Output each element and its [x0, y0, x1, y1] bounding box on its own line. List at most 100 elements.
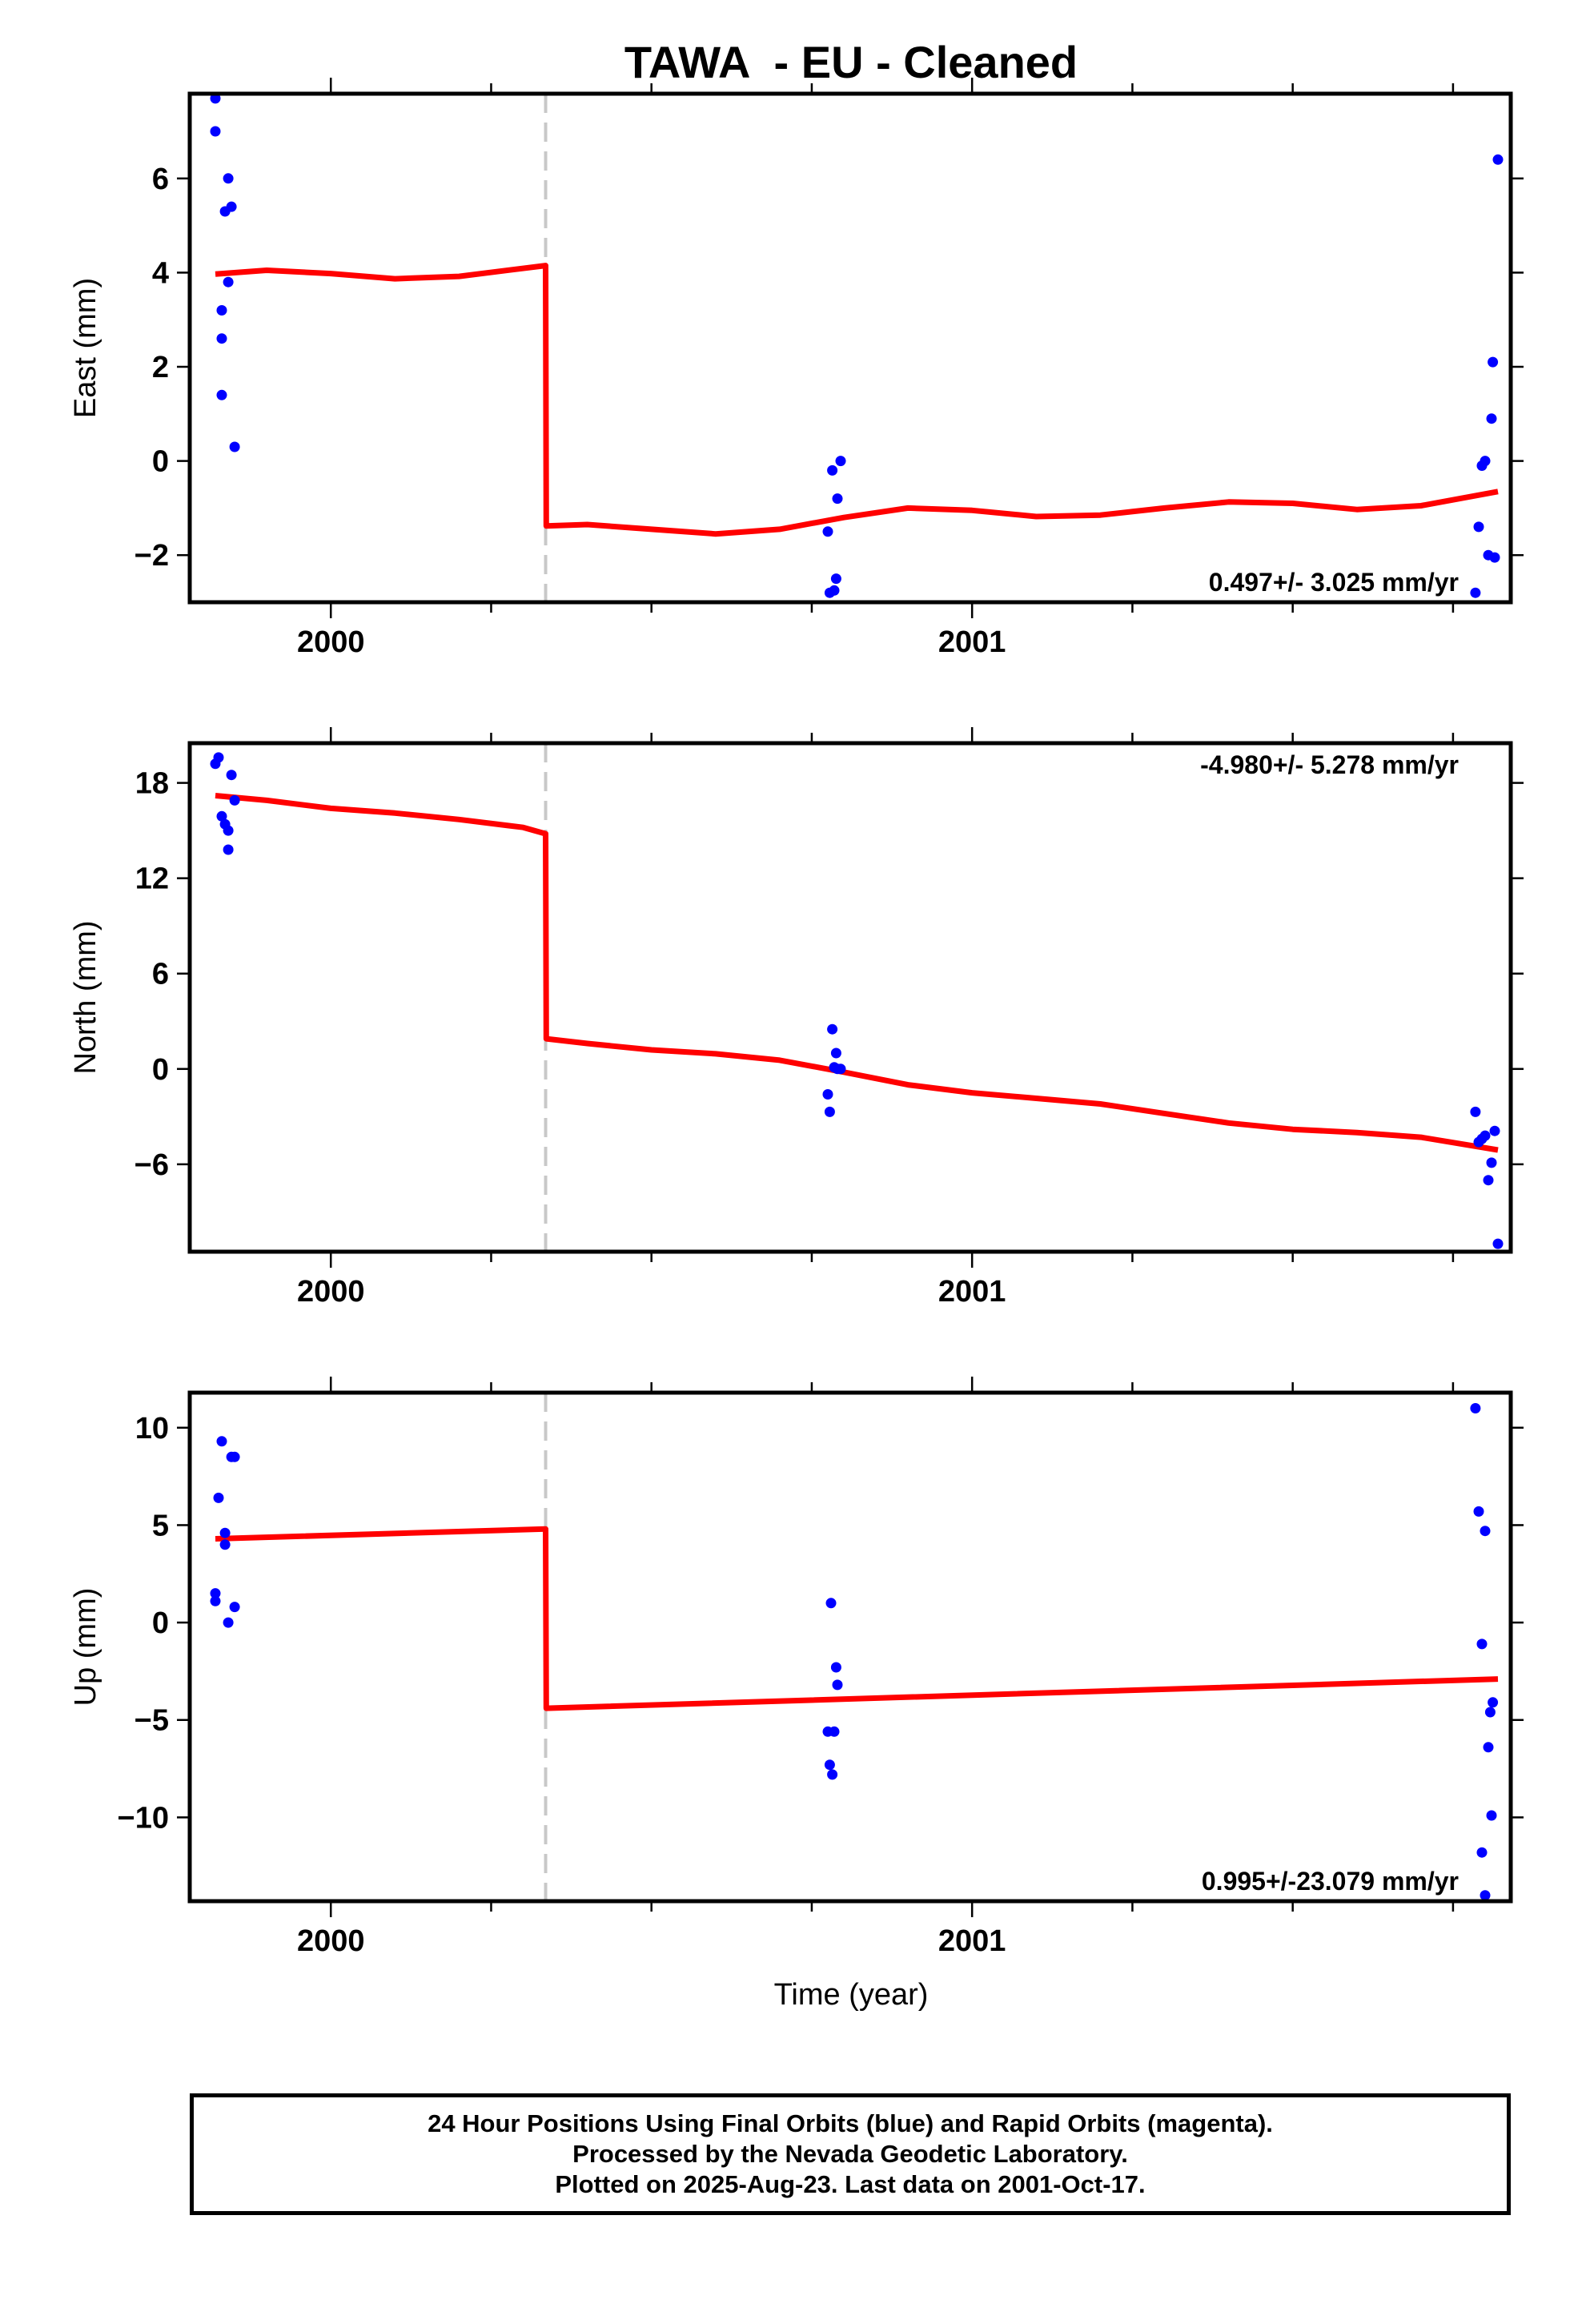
up-x-tick-label: 2000	[297, 1924, 365, 1958]
north-data-point	[229, 794, 240, 806]
up-data-point	[223, 1617, 234, 1628]
up-data-point	[1470, 1403, 1481, 1413]
up-frame	[187, 1390, 1513, 1904]
up-data-point	[827, 1769, 838, 1780]
chart-title: TAWA - EU - Cleaned	[624, 37, 1078, 87]
east-data-point	[829, 585, 840, 596]
east-data-point	[822, 526, 833, 537]
east-data-point	[830, 573, 841, 585]
up-data-point	[1486, 1810, 1497, 1821]
caption-line-1: 24 Hour Positions Using Final Orbits (bl…	[428, 2109, 1273, 2137]
up-data-point	[210, 1588, 221, 1599]
east-data-point	[1486, 413, 1497, 424]
panels: 2000 2001 −2 0 2 4 6 East (mm) 0.497+/- 3.025 mm…	[69, 78, 1524, 1958]
north-y-tick-label: −6	[135, 1148, 169, 1182]
east-data-point	[1470, 587, 1481, 598]
up-y-tick-label: 0	[152, 1606, 169, 1640]
caption-line-2: Processed by the Nevada Geodetic Laborat…	[572, 2140, 1128, 2168]
up-panel: 2000 2001 −10 −5 0 5 10 Up (mm) 0.995+/-23.079 m…	[69, 1377, 1524, 1958]
north-data-point	[223, 825, 234, 836]
north-data-point	[216, 810, 227, 822]
up-data-point	[1484, 1707, 1496, 1718]
east-data-point	[223, 276, 234, 287]
east-data-point	[1480, 456, 1491, 467]
up-data-point	[1483, 1742, 1494, 1753]
up-rate-label: 0.995+/-23.079 mm/yr	[1202, 1867, 1459, 1896]
east-data-point	[229, 441, 240, 452]
north-x-tick-label: 2001	[938, 1275, 1006, 1309]
north-y-tick-label: 12	[135, 862, 169, 896]
north-y-tick-label: 6	[152, 958, 169, 991]
up-y-tick-label: 5	[152, 1509, 169, 1542]
east-frame	[187, 91, 1513, 605]
north-data-point	[1492, 1238, 1504, 1249]
up-data-point	[1488, 1697, 1499, 1708]
east-data-point	[210, 126, 221, 137]
up-data-point	[1480, 1526, 1491, 1537]
up-data-point	[829, 1726, 840, 1737]
east-data-point	[1492, 154, 1504, 165]
east-data-point	[226, 201, 237, 212]
north-data-point	[835, 1063, 846, 1075]
east-x-tick-label: 2000	[297, 625, 365, 659]
east-data-point	[827, 464, 838, 476]
north-data-point	[1470, 1106, 1481, 1117]
east-data-point	[1488, 356, 1499, 368]
east-y-tick-label: 2	[152, 351, 169, 384]
north-data-point	[830, 1047, 841, 1059]
up-data-point	[1476, 1847, 1488, 1858]
east-rate-label: 0.497+/- 3.025 mm/yr	[1209, 568, 1459, 597]
east-y-tick-label: 4	[152, 256, 169, 290]
up-data-point	[1476, 1638, 1488, 1650]
north-data-point	[824, 1106, 835, 1117]
up-fit-line	[215, 1526, 1499, 1711]
north-panel: 2000 2001 −6 0 6 12 18 North (mm) -4.980+/- 5.27…	[69, 727, 1524, 1309]
caption-box: 24 Hour Positions Using Final Orbits (bl…	[190, 2093, 1511, 2215]
up-y-axis-label: Up (mm)	[69, 1588, 102, 1707]
east-y-tick-label: 0	[152, 445, 169, 479]
north-y-tick-label: 0	[152, 1053, 169, 1087]
up-y-tick-label: −10	[118, 1801, 169, 1835]
north-data-point	[226, 770, 237, 781]
east-data-point	[216, 333, 227, 344]
up-data-point	[219, 1539, 231, 1550]
up-data-point	[229, 1451, 240, 1462]
east-panel: 2000 2001 −2 0 2 4 6 East (mm) 0.497+/- 3.025 mm…	[69, 78, 1524, 659]
east-data	[210, 94, 1504, 598]
up-data-point	[216, 1436, 227, 1447]
east-data-point	[210, 94, 221, 104]
up-data-point	[229, 1602, 240, 1613]
east-data-point	[832, 493, 843, 505]
east-y-tick-label: −2	[135, 539, 169, 573]
north-data-point	[223, 844, 234, 855]
east-data-point	[835, 456, 846, 467]
north-fit-line	[215, 793, 1499, 1153]
up-data-point	[210, 1595, 221, 1606]
east-data-point	[216, 305, 227, 316]
up-y-tick-label: −5	[135, 1704, 169, 1738]
north-data-point	[822, 1089, 833, 1100]
east-y-tick-label: 6	[152, 163, 169, 196]
north-data	[210, 752, 1504, 1249]
east-fit-line	[215, 263, 1499, 537]
north-data-point	[213, 752, 224, 763]
north-y-tick-label: 18	[135, 767, 169, 801]
up-data	[210, 1403, 1499, 1901]
north-data-point	[1483, 1175, 1494, 1186]
east-data-point	[1489, 552, 1500, 563]
north-x-tick-label: 2000	[297, 1275, 365, 1309]
x-axis-label: Time (year)	[774, 1978, 929, 2012]
east-data-point	[223, 173, 234, 184]
east-data-point	[216, 389, 227, 400]
up-data-point	[824, 1759, 835, 1771]
east-data-point	[1473, 521, 1484, 533]
up-data-point	[219, 1527, 231, 1538]
up-x-tick-label: 2001	[938, 1924, 1006, 1958]
up-data-point	[213, 1492, 224, 1503]
east-x-tick-label: 2001	[938, 625, 1006, 659]
north-data-point	[1480, 1130, 1491, 1141]
up-data-point	[832, 1679, 843, 1691]
north-data-point	[827, 1023, 838, 1035]
